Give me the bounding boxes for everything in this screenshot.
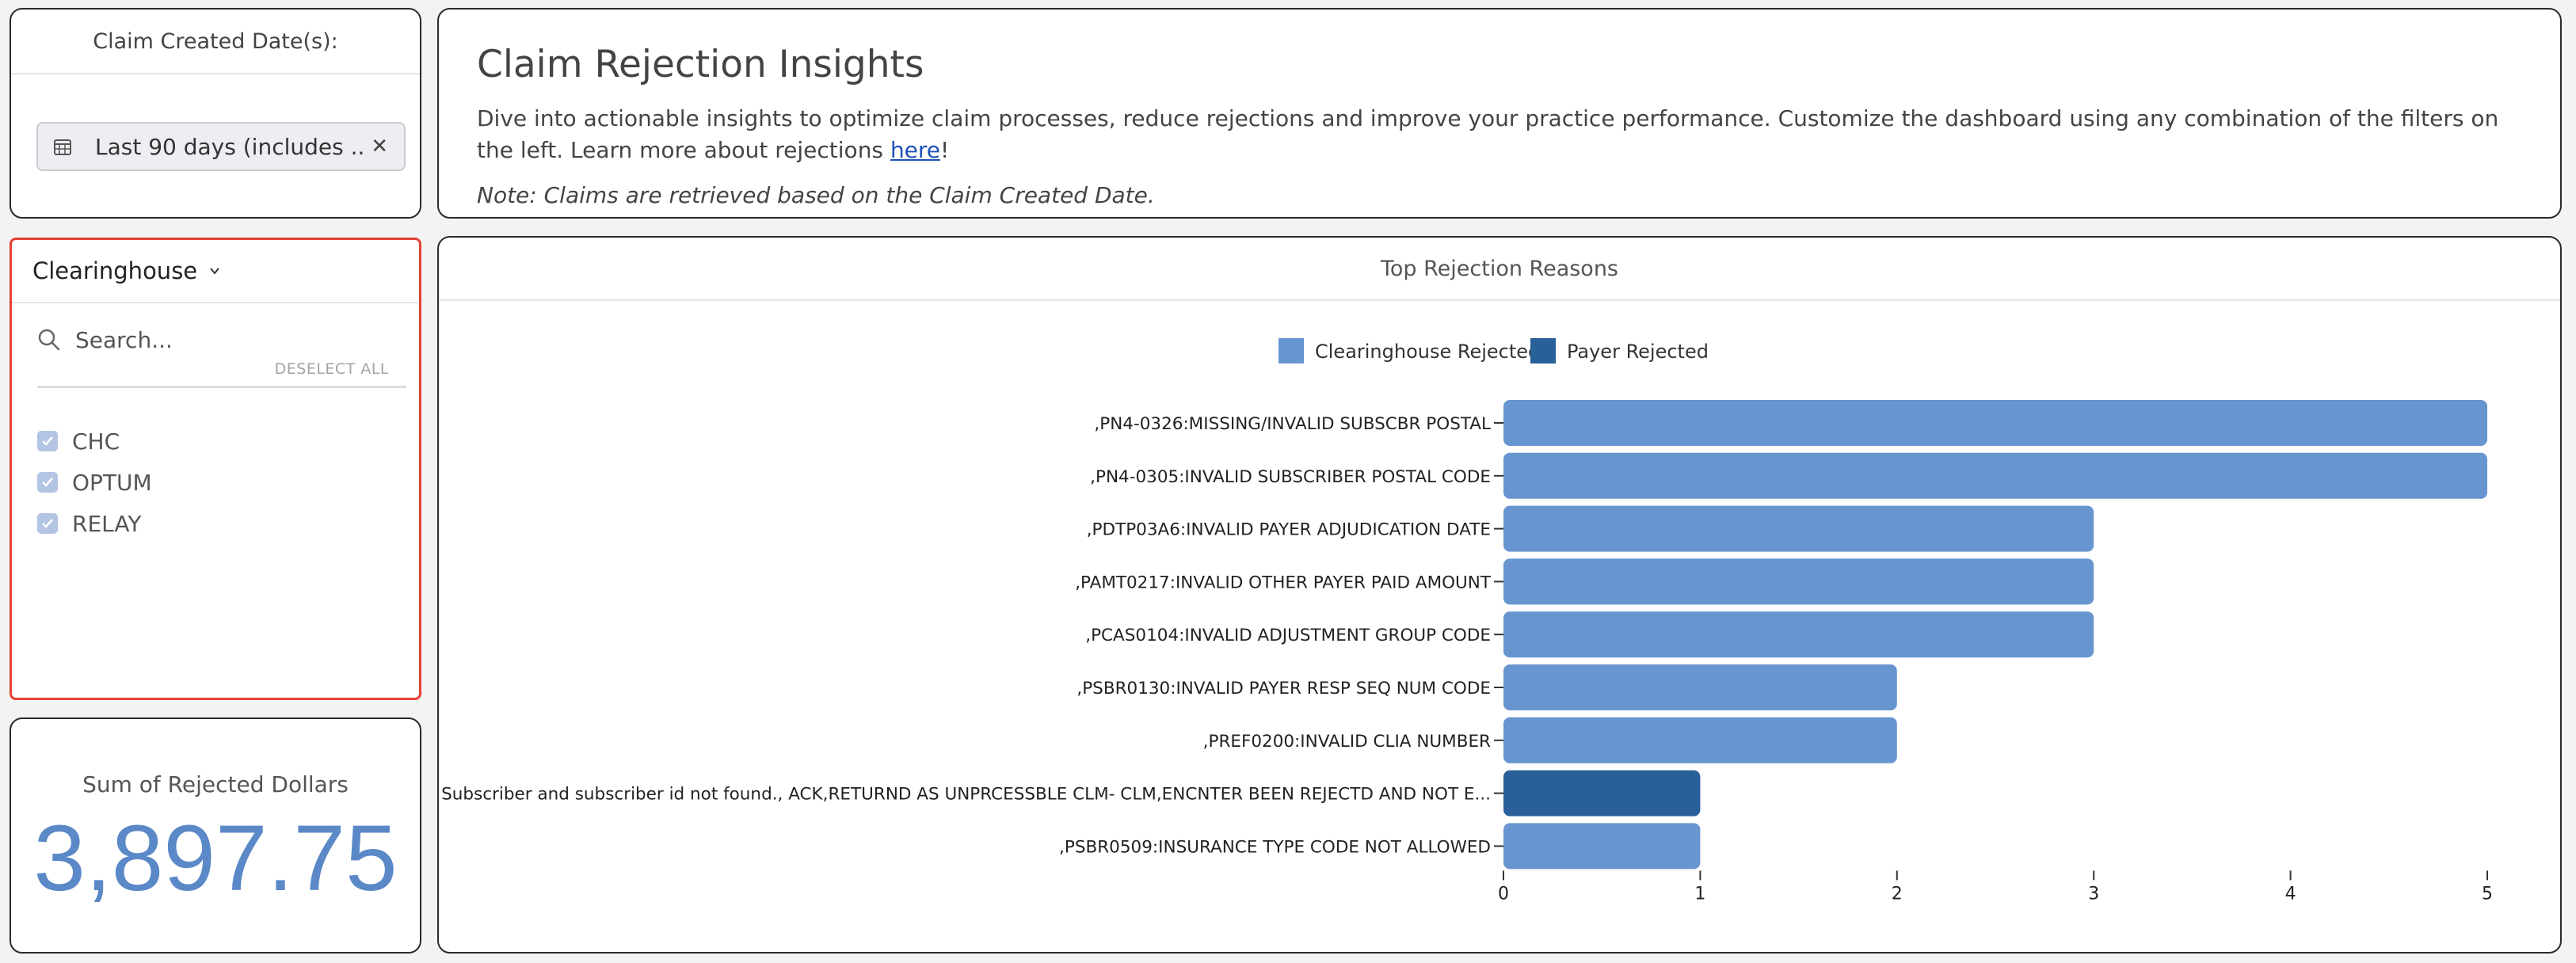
- search-icon: [38, 329, 60, 351]
- category-label: ,PN4-0305:INVALID SUBSCRIBER POSTAL CODE: [1090, 467, 1491, 487]
- sum-value: 3,897.75: [33, 806, 398, 911]
- x-tick-label: 1: [1694, 884, 1705, 904]
- rejection-bar-chart: Clearinghouse Rejected Payer Rejected ,PN4…: [441, 338, 2493, 904]
- option-optum[interactable]: OPTUM: [37, 466, 152, 498]
- checkbox-checked[interactable]: [37, 472, 58, 493]
- insights-note: Note: Claims are retrieved based on the …: [477, 182, 1155, 208]
- category-label: ,PSBR0509:INSURANCE TYPE CODE NOT ALLOWE…: [1059, 837, 1491, 857]
- clearinghouse-filter-card: Clearinghouse Search... DESELECT ALL CHC…: [10, 238, 421, 700]
- option-label: RELAY: [72, 510, 142, 537]
- x-tick-label: 2: [1892, 884, 1903, 904]
- legend-swatch: [1530, 338, 1556, 364]
- description-end: !: [940, 137, 950, 163]
- chart-title: Top Rejection Reasons: [439, 238, 2560, 301]
- insights-card: Claim Rejection Insights Dive into actio…: [437, 8, 2562, 219]
- bar: [1503, 400, 2487, 446]
- search-input[interactable]: Search...: [75, 326, 173, 353]
- x-tick-label: 4: [2285, 884, 2296, 904]
- date-filter-card: Claim Created Date(s): Last 90 days (inc…: [10, 8, 421, 219]
- insights-description: Dive into actionable insights to optimiz…: [477, 103, 2528, 166]
- option-chc[interactable]: CHC: [37, 425, 120, 457]
- clearinghouse-dropdown[interactable]: Clearinghouse: [12, 240, 419, 303]
- category-label: ,PN4-0326:MISSING/INVALID SUBSCBR POSTAL: [1094, 414, 1491, 434]
- page-title: Claim Rejection Insights: [477, 43, 924, 86]
- legend-label: Clearinghouse Rejected: [1315, 341, 1540, 363]
- x-tick-label: 5: [2482, 884, 2493, 904]
- checkbox-checked[interactable]: [37, 513, 58, 534]
- option-label: OPTUM: [72, 469, 152, 496]
- check-icon: [42, 478, 53, 487]
- bar: [1503, 770, 1701, 816]
- close-icon[interactable]: ✕: [371, 135, 388, 158]
- sum-rejected-card: Sum of Rejected Dollars 3,897.75: [10, 717, 421, 953]
- category-label: ,PAMT0217:INVALID OTHER PAYER PAID AMOUN…: [1075, 573, 1492, 592]
- date-range-chip[interactable]: Last 90 days (includes ... ✕: [36, 122, 406, 171]
- bar: [1503, 611, 2094, 658]
- sum-label: Sum of Rejected Dollars: [82, 771, 349, 797]
- bar: [1503, 452, 2487, 499]
- option-label: CHC: [72, 428, 120, 455]
- x-tick-label: 3: [2088, 884, 2099, 904]
- calendar-icon: [54, 139, 71, 155]
- date-filter-title: Claim Created Date(s):: [11, 10, 420, 74]
- category-label: ,PCAS0104:INVALID ADJUSTMENT GROUP CODE: [1085, 626, 1491, 645]
- check-icon: [42, 436, 53, 446]
- category-label: ,PSBR0130:INVALID PAYER RESP SEQ NUM COD…: [1077, 679, 1491, 698]
- bar: [1503, 823, 1701, 870]
- check-icon: [42, 519, 53, 528]
- description-text: Dive into actionable insights to optimiz…: [477, 105, 2499, 163]
- clearinghouse-search[interactable]: Search...: [37, 318, 406, 362]
- learn-more-link[interactable]: here: [890, 137, 941, 163]
- bar: [1503, 717, 1897, 763]
- x-tick-label: 0: [1498, 884, 1509, 904]
- checkbox-checked[interactable]: [37, 431, 58, 451]
- category-label: ,PDTP03A6:INVALID PAYER ADJUDICATION DAT…: [1087, 520, 1491, 540]
- legend-label: Payer Rejected: [1567, 341, 1709, 363]
- top-rejection-reasons-card: Top Rejection Reasons Clearinghouse Reje…: [437, 236, 2562, 953]
- chevron-down-icon: [210, 268, 219, 275]
- date-range-value: Last 90 days (includes ...: [95, 133, 364, 160]
- legend-swatch: [1278, 338, 1304, 364]
- divider: [37, 386, 406, 388]
- category-label: ,PREF0200:INVALID CLIA NUMBER: [1203, 732, 1491, 752]
- option-relay[interactable]: RELAY: [37, 508, 141, 539]
- bar: [1503, 558, 2094, 605]
- bar: [1503, 505, 2094, 552]
- deselect-all-button[interactable]: DESELECT ALL: [274, 360, 389, 378]
- category-label: Subscriber and subscriber id not found.,…: [441, 785, 1491, 805]
- clearinghouse-title: Clearinghouse: [32, 257, 198, 284]
- bar: [1503, 664, 1897, 710]
